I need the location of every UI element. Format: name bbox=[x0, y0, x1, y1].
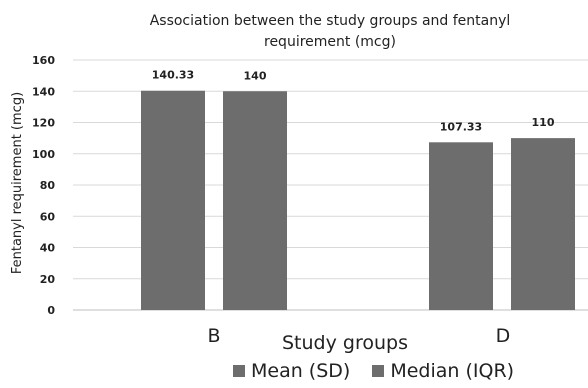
data-labels: 140.33 140 107.33 110 bbox=[152, 69, 555, 134]
bar-b-mean bbox=[141, 90, 205, 310]
y-axis-label: Fentanyl requirement (mcg) bbox=[10, 92, 25, 274]
y-tick-label: 140 bbox=[32, 85, 55, 98]
bars bbox=[141, 90, 575, 310]
y-tick-label: 40 bbox=[40, 242, 56, 255]
legend-label-mean: Mean (SD) bbox=[251, 360, 351, 382]
chart-title-line-1: Association between the study groups and… bbox=[150, 13, 511, 29]
y-tick-label: 100 bbox=[32, 148, 55, 161]
y-tick-label: 80 bbox=[40, 179, 56, 192]
bar-d-median bbox=[511, 138, 575, 310]
y-tick-labels: 0 20 40 60 80 100 120 140 160 bbox=[32, 54, 55, 317]
data-label-d-mean: 107.33 bbox=[440, 120, 482, 133]
y-tick-label: 20 bbox=[40, 273, 56, 286]
legend: Mean (SD) Median (IQR) bbox=[233, 360, 514, 382]
y-tick-label: 120 bbox=[32, 117, 55, 130]
x-axis-label: Study groups bbox=[282, 332, 408, 354]
legend-item-median: Median (IQR) bbox=[372, 360, 514, 382]
x-category-label-b: B bbox=[207, 325, 220, 347]
legend-label-median: Median (IQR) bbox=[390, 360, 515, 382]
legend-swatch-mean bbox=[233, 365, 245, 377]
chart-title-line-2: requirement (mcg) bbox=[264, 34, 396, 50]
data-label-d-median: 110 bbox=[532, 116, 555, 129]
legend-item-mean: Mean (SD) bbox=[233, 360, 350, 382]
bar-d-mean bbox=[429, 142, 493, 310]
bar-b-median bbox=[223, 91, 287, 310]
y-tick-label: 0 bbox=[47, 304, 55, 317]
data-label-b-median: 140 bbox=[244, 69, 267, 82]
legend-swatch-median bbox=[372, 365, 385, 377]
data-label-b-mean: 140.33 bbox=[152, 69, 194, 82]
x-category-label-d: D bbox=[496, 325, 511, 347]
y-tick-label: 60 bbox=[40, 210, 56, 223]
y-tick-label: 160 bbox=[32, 54, 55, 67]
